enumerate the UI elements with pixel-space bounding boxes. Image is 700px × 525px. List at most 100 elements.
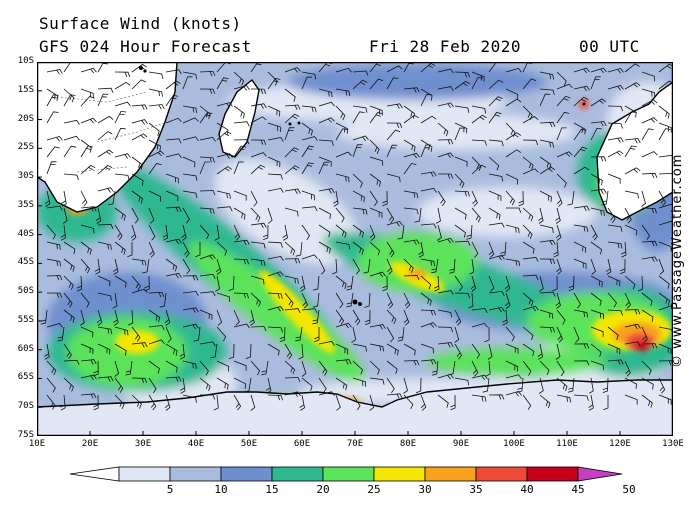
wind-barb (607, 85, 624, 91)
wind-barb (193, 326, 201, 342)
wind-barb (46, 394, 56, 410)
wind-barb (233, 224, 241, 241)
wind-barb (573, 96, 589, 107)
wind-barb (182, 275, 199, 281)
wind-barb (505, 374, 522, 380)
wind-barb (403, 114, 419, 124)
wind-barb (335, 309, 345, 325)
wind-barb (488, 241, 495, 258)
legend-label: 15 (265, 483, 279, 496)
wind-barb (335, 275, 347, 289)
wind-barb (63, 309, 75, 323)
wind-barb (215, 258, 222, 275)
wind-barb (454, 71, 470, 78)
wind-barb (522, 343, 535, 357)
wind-barb (216, 153, 233, 159)
wind-barb (301, 308, 318, 314)
forecast-date: Fri 28 Feb 2020 (369, 37, 521, 56)
wind-barb (658, 305, 673, 311)
wind-barb (403, 190, 419, 199)
wind-barb (641, 377, 654, 390)
wind-barb (228, 343, 235, 360)
wind-barb (537, 343, 544, 360)
wind-barb (420, 394, 427, 411)
wind-barb (233, 239, 250, 246)
wind-barb (386, 377, 395, 394)
wind-barb (335, 359, 352, 365)
wind-barb (318, 258, 326, 275)
wind-barb (352, 173, 363, 188)
wind-barb (265, 377, 272, 394)
wind-barb (142, 258, 150, 274)
wind-barb (363, 258, 371, 274)
wind-barb (97, 93, 109, 107)
wind-barb (335, 173, 350, 183)
wind-barb (182, 394, 197, 403)
wind-barb (471, 360, 479, 377)
wind-barb (420, 93, 432, 107)
wind-barb (522, 207, 534, 222)
wind-barb (522, 139, 539, 146)
legend-swatch (271, 466, 324, 482)
wind-barb (641, 88, 656, 98)
wind-barb (352, 207, 368, 215)
wind-barb (556, 360, 565, 377)
wind-barb (415, 377, 422, 394)
wind-barb (131, 104, 148, 110)
wind-barb (250, 326, 267, 332)
wind-barb (435, 207, 441, 224)
wind-barb (431, 360, 439, 376)
wind-barb (382, 190, 388, 207)
wind-barb (114, 343, 127, 356)
wind-barb (250, 190, 258, 207)
wind-barb (454, 156, 468, 167)
wind-barb (301, 292, 309, 309)
wind-barb (284, 360, 296, 375)
wind-barb (284, 67, 301, 73)
wind-barb (573, 146, 588, 158)
wind-barb (199, 224, 210, 240)
wind-barb (369, 224, 376, 241)
wind-barb (93, 394, 99, 411)
wind-barb (539, 309, 554, 319)
wind-barb (199, 136, 216, 142)
wind-barb (182, 241, 190, 258)
wind-barb (63, 94, 76, 107)
wind-barb (46, 94, 59, 107)
wind-barb (454, 127, 465, 141)
longitude-label: 10E (28, 439, 46, 449)
wind-barb (284, 275, 299, 284)
wind-barb (284, 258, 301, 264)
wind-barb (333, 190, 339, 207)
wind-barb (318, 101, 335, 107)
wind-barb (199, 309, 213, 320)
wind-barb (112, 258, 119, 275)
wind-barb (539, 121, 556, 128)
wind-barb (352, 309, 361, 326)
wind-barb (267, 207, 273, 224)
wind-barb (573, 292, 581, 309)
wind-barb (605, 258, 612, 275)
wind-barb (199, 273, 216, 279)
wind-barb (335, 377, 348, 391)
wind-barb (46, 323, 63, 328)
wind-barb (437, 326, 454, 333)
wind-barb (97, 87, 114, 93)
wind-barb (114, 207, 126, 221)
wind-barb (233, 292, 249, 299)
wind-barb (621, 241, 627, 258)
wind-barb (233, 323, 250, 329)
wind-barb (63, 292, 73, 308)
wind-barb (641, 256, 658, 262)
wind-barb (602, 377, 609, 393)
wind-barb (182, 323, 199, 330)
wind-barb (369, 78, 384, 90)
wind-barb (522, 156, 534, 171)
wind-barb (590, 173, 603, 186)
wind-barb (216, 131, 232, 141)
wind-barb (555, 292, 561, 309)
wind-barb (182, 290, 199, 296)
wind-barb (301, 76, 313, 90)
wind-barb (641, 117, 658, 124)
wind-barb (502, 309, 508, 326)
